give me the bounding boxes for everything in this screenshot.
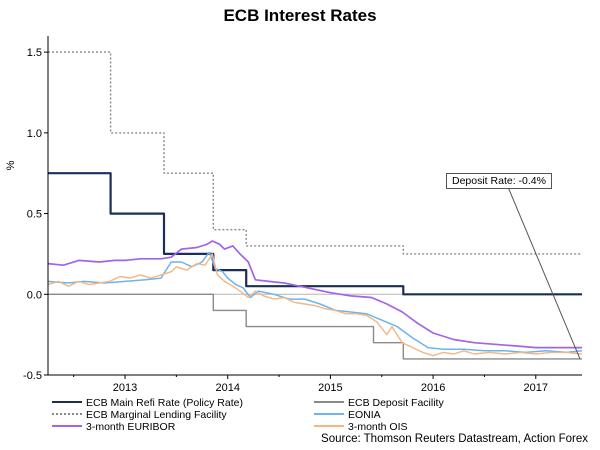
y-axis-label: %: [5, 160, 17, 170]
y-tick-label: -0.5: [23, 370, 42, 382]
series-line-3: [48, 293, 582, 360]
series-line-2: [47, 240, 582, 349]
series-line-5: [47, 253, 583, 357]
legend-label: 3-month EURIBOR: [86, 421, 176, 433]
deposit-rate-callout: Deposit Rate: -0.4%: [446, 173, 552, 189]
series-line-1: [48, 51, 582, 255]
y-tick-label: 0.5: [27, 209, 42, 221]
legend-col-left: ECB Main Refi Rate (Policy Rate) ECB Mar…: [52, 397, 243, 433]
legend-item: ECB Deposit Facility: [314, 397, 444, 409]
legend-item: 3-month EURIBOR: [52, 421, 243, 433]
annotation-leader-line: [507, 186, 581, 360]
legend-item: 3-month OIS: [314, 421, 444, 433]
series-line-4: [47, 251, 583, 354]
series-line-0: [48, 172, 582, 296]
legend-label: 3-month OIS: [348, 421, 408, 433]
legend-label: EONIA: [348, 409, 381, 421]
legend-swatch: [52, 413, 82, 416]
legend-item: ECB Main Refi Rate (Policy Rate): [52, 397, 243, 409]
y-tick-label: 1.0: [27, 128, 42, 140]
series-group: [47, 51, 583, 360]
source-note: Source: Thomson Reuters Datastream, Acti…: [321, 433, 588, 445]
x-tick-label: 2016: [421, 382, 445, 394]
legend-label: ECB Main Refi Rate (Policy Rate): [86, 397, 243, 409]
legend-swatch: [52, 401, 82, 404]
legend-swatch: [314, 401, 344, 404]
legend-item: ECB Marginal Lending Facility: [52, 409, 243, 421]
x-tick-label: 2013: [113, 382, 137, 394]
x-tick-label: 2017: [524, 382, 548, 394]
legend-swatch: [52, 425, 82, 428]
legend-swatch: [314, 413, 344, 416]
legend-swatch: [314, 425, 344, 428]
legend-label: ECB Marginal Lending Facility: [86, 409, 227, 421]
x-tick-label: 2014: [215, 382, 239, 394]
legend-item: EONIA: [314, 409, 444, 421]
y-tick-label: 1.5: [27, 47, 42, 59]
x-tick-label: 2015: [318, 382, 342, 394]
y-tick-label: 0.0: [27, 289, 42, 301]
axes-group: -0.5 0.0 0.5 1.0 1.5% 2013 2014 2015 2016 2017: [5, 36, 582, 394]
legend-col-right: ECB Deposit Facility EONIA 3-month OIS: [314, 397, 444, 433]
chart-title: ECB Interest Rates: [223, 6, 377, 25]
annotation-group: [507, 186, 581, 360]
legend-label: ECB Deposit Facility: [348, 397, 444, 409]
